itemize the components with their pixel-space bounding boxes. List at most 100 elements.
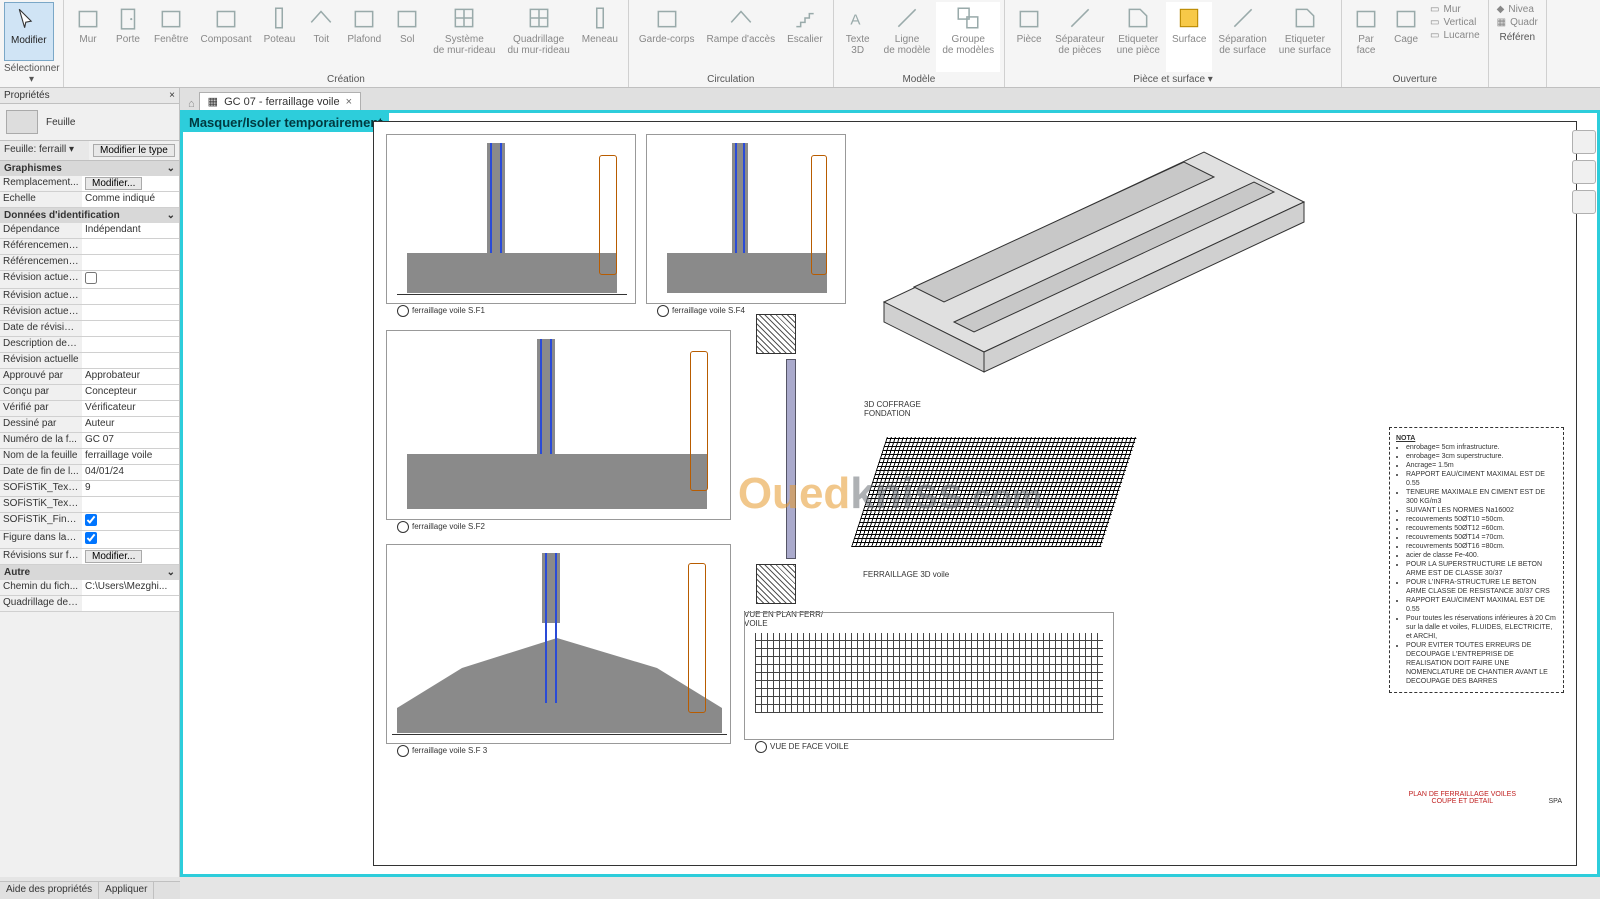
- view-tab[interactable]: ▦ GC 07 - ferraillage voile ×: [199, 92, 361, 110]
- escalier-button[interactable]: Escalier: [781, 2, 829, 72]
- prop-row[interactable]: Date de révision...: [0, 321, 179, 337]
- prop-value[interactable]: [82, 271, 179, 288]
- close-icon[interactable]: ×: [169, 90, 175, 101]
- garde-button[interactable]: Garde-corps: [633, 2, 701, 72]
- view-face[interactable]: VUE DE FACE VOILE: [744, 612, 1114, 740]
- group-label-piece[interactable]: Pièce et surface ▾: [1009, 72, 1337, 87]
- prop-row[interactable]: DépendanceIndépendant: [0, 223, 179, 239]
- prop-apply[interactable]: Appliquer: [99, 882, 154, 899]
- rampe-button[interactable]: Rampe d'accès: [700, 2, 781, 72]
- prop-value[interactable]: Approbateur: [82, 369, 179, 384]
- prop-value[interactable]: [82, 497, 179, 512]
- sepf-button[interactable]: Séparationde surface: [1212, 2, 1272, 72]
- prop-row[interactable]: Date de fin de l...04/01/24: [0, 465, 179, 481]
- porte-button[interactable]: Porte: [108, 2, 148, 72]
- ligne-button[interactable]: Lignede modèle: [878, 2, 937, 72]
- prop-value[interactable]: [82, 305, 179, 320]
- poteau-button[interactable]: Poteau: [258, 2, 302, 72]
- etiqf-button[interactable]: Etiqueterune surface: [1273, 2, 1337, 72]
- modifier-button[interactable]: Modifier: [4, 2, 54, 61]
- prop-row[interactable]: Révision actuell...: [0, 305, 179, 321]
- nav-wheel-icon[interactable]: [1572, 190, 1596, 214]
- mur-button[interactable]: Mur: [68, 2, 108, 72]
- prop-value[interactable]: [82, 337, 179, 352]
- prop-row[interactable]: EchelleComme indiqué: [0, 192, 179, 208]
- instance-filter[interactable]: Feuille: ferraill ▾: [0, 141, 89, 160]
- quadr-btn[interactable]: ▦Quadr: [1497, 17, 1538, 28]
- prop-row[interactable]: Description de l...: [0, 337, 179, 353]
- sol-button[interactable]: Sol: [387, 2, 427, 72]
- sysmur-button[interactable]: Systèmede mur-rideau: [427, 2, 501, 72]
- nav-cube-icon[interactable]: [1572, 160, 1596, 184]
- prop-value[interactable]: [82, 321, 179, 336]
- prop-row[interactable]: Révision actuelle: [0, 353, 179, 369]
- prop-row[interactable]: SOFiSTiK_Text_F...: [0, 497, 179, 513]
- prop-value[interactable]: [82, 513, 179, 530]
- prop-value[interactable]: GC 07: [82, 433, 179, 448]
- prop-checkbox[interactable]: [85, 532, 97, 544]
- mask-isolate-label[interactable]: Masquer/Isoler temporairement: [183, 113, 389, 132]
- prop-row[interactable]: SOFiSTiK_Finaliz...: [0, 513, 179, 531]
- meneau-button[interactable]: Meneau: [576, 2, 624, 72]
- view-f1[interactable]: ferraillage voile S.F1: [386, 134, 636, 304]
- prop-checkbox[interactable]: [85, 514, 97, 526]
- home-tab-icon[interactable]: ⌂: [184, 98, 199, 110]
- prop-row[interactable]: Numéro de la f...GC 07: [0, 433, 179, 449]
- prop-row[interactable]: Révisions sur fe...Modifier...: [0, 549, 179, 565]
- prop-row[interactable]: Dessiné parAuteur: [0, 417, 179, 433]
- prop-value[interactable]: Vérificateur: [82, 401, 179, 416]
- prop-value[interactable]: 9: [82, 481, 179, 496]
- prop-row[interactable]: Révision actuell...: [0, 271, 179, 289]
- prop-row[interactable]: Chemin du fich...C:\Users\Mezghi...: [0, 580, 179, 596]
- prop-row[interactable]: Remplacement...Modifier...: [0, 176, 179, 192]
- luc-button[interactable]: ▭Lucarne: [1430, 30, 1480, 41]
- prop-help[interactable]: Aide des propriétés: [0, 882, 99, 899]
- prop-value[interactable]: [82, 531, 179, 548]
- quadmur-button[interactable]: Quadrillagedu mur-rideau: [502, 2, 576, 72]
- prop-value[interactable]: [82, 289, 179, 304]
- prop-edit-button[interactable]: Modifier...: [85, 550, 142, 563]
- prop-value[interactable]: Modifier...: [82, 549, 179, 564]
- prop-value[interactable]: Indépendant: [82, 223, 179, 238]
- sep-button[interactable]: Séparateurde pièces: [1049, 2, 1110, 72]
- composant-button[interactable]: Composant: [194, 2, 257, 72]
- selectionner-label[interactable]: Sélectionner ▾: [4, 61, 59, 87]
- parface-button[interactable]: Parface: [1346, 2, 1386, 72]
- prop-value[interactable]: Concepteur: [82, 385, 179, 400]
- prop-row[interactable]: Révision actuell...: [0, 289, 179, 305]
- prop-category[interactable]: Autre⌄: [0, 565, 179, 580]
- prop-row[interactable]: Figure dans la li...: [0, 531, 179, 549]
- plafond-button[interactable]: Plafond: [341, 2, 387, 72]
- toit-button[interactable]: Toit: [301, 2, 341, 72]
- prop-value[interactable]: Auteur: [82, 417, 179, 432]
- view-f3[interactable]: ferraillage voile S.F 3: [386, 544, 731, 744]
- piece-button[interactable]: Pièce: [1009, 2, 1049, 72]
- etiq-button[interactable]: Etiqueterune pièce: [1111, 2, 1166, 72]
- mur2-button[interactable]: ▭Mur: [1430, 4, 1480, 15]
- view-plan[interactable]: VUE EN PLAN FERR/ VOILE: [744, 134, 839, 604]
- edit-type-button[interactable]: Modifier le type: [93, 144, 175, 157]
- type-name[interactable]: Feuille: [46, 117, 75, 128]
- cage-button[interactable]: Cage: [1386, 2, 1426, 72]
- prop-value[interactable]: Comme indiqué: [82, 192, 179, 207]
- viewport[interactable]: Masquer/Isoler temporairement ferraillag…: [180, 110, 1600, 877]
- tab-close-icon[interactable]: ×: [346, 96, 352, 108]
- prop-value[interactable]: [82, 239, 179, 254]
- prop-value[interactable]: [82, 596, 179, 611]
- prop-row[interactable]: Vérifié parVérificateur: [0, 401, 179, 417]
- vert-button[interactable]: ▭Vertical: [1430, 17, 1480, 28]
- prop-row[interactable]: Référencement ...: [0, 239, 179, 255]
- texte3d-button[interactable]: ATexte3D: [838, 2, 878, 72]
- view-3d-coffrage[interactable]: 3D COFFRAGE FONDATION: [854, 132, 1314, 412]
- prop-edit-button[interactable]: Modifier...: [85, 177, 142, 190]
- prop-value[interactable]: ferraillage voile: [82, 449, 179, 464]
- prop-value[interactable]: [82, 353, 179, 368]
- fenetre-button[interactable]: Fenêtre: [148, 2, 194, 72]
- niveau-btn[interactable]: ◆Nivea: [1497, 4, 1538, 15]
- prop-checkbox[interactable]: [85, 272, 97, 284]
- surface-button[interactable]: Surface: [1166, 2, 1212, 72]
- prop-value[interactable]: 04/01/24: [82, 465, 179, 480]
- nav-home-icon[interactable]: [1572, 130, 1596, 154]
- prop-category[interactable]: Graphismes⌄: [0, 161, 179, 176]
- prop-row[interactable]: Conçu parConcepteur: [0, 385, 179, 401]
